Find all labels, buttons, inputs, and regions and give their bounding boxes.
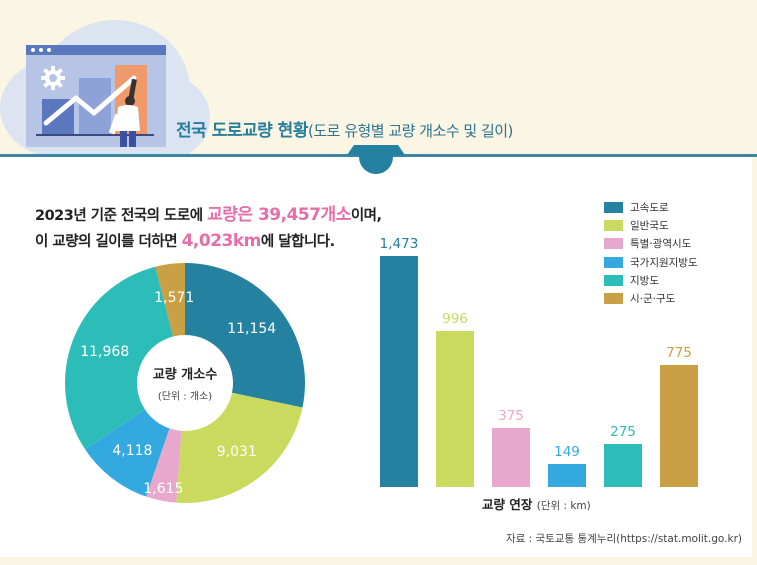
legend-swatch (604, 238, 623, 250)
bar (660, 365, 698, 487)
divider-tab-decoration (347, 145, 405, 155)
legend-label: 고속도로 (630, 201, 669, 214)
legend-label: 지방도 (630, 274, 659, 287)
donut-slice (146, 428, 182, 503)
divider-tab-decoration (359, 155, 393, 174)
legend-label: 시·군·구도 (630, 293, 676, 306)
donut-slice (155, 263, 185, 337)
bar (380, 256, 418, 487)
bar-value-label: 1,473 (379, 236, 419, 252)
donut-slice-label: 1,615 (143, 480, 184, 497)
bar (548, 463, 586, 487)
bar-value-label: 375 (498, 408, 524, 425)
summary-headline: 2023년 기준 전국의 도로에 교량은 39,457개소이며, 이 교량의 길… (35, 203, 382, 255)
bridge-count-highlight: 교량은 39,457개소 (207, 205, 351, 225)
headline-text: 이 교량의 길이를 더하면 (35, 234, 182, 250)
donut-slice-label: 11,968 (80, 344, 130, 361)
header-banner: 전국 도로교량 현황(도로 유형별 교량 개소수 및 길이) (0, 0, 757, 160)
bar (604, 443, 642, 487)
donut-slice-label: 11,154 (227, 320, 277, 337)
data-source-note: 자료 : 국토교통 통계누리(https://stat.molit.go.kr) (505, 533, 742, 545)
gear-icon (41, 66, 65, 90)
legend-item: 고속도로 (604, 198, 698, 216)
donut-slice (185, 263, 305, 408)
window-titlebar-graphic (26, 45, 166, 55)
headline-text: 이며, (350, 208, 382, 224)
page-title: 전국 도로교량 현황(도로 유형별 교량 개소수 및 길이) (176, 116, 513, 141)
legend-label: 국가지원지방도 (630, 256, 698, 269)
chart-illustration (26, 45, 166, 147)
legend-item: 특별·광역시도 (604, 235, 698, 253)
donut-slice (176, 392, 303, 503)
title-main: 전국 도로교량 현황 (176, 121, 308, 141)
bar (492, 428, 530, 487)
legend-swatch (604, 293, 623, 305)
legend-swatch (604, 219, 623, 231)
legend-item: 일반국도 (604, 216, 698, 234)
person-figure (108, 79, 140, 147)
bridge-count-donut-chart (65, 263, 305, 503)
legend-swatch (604, 201, 623, 213)
bar-value-label: 149 (554, 443, 580, 460)
legend-item: 지방도 (604, 271, 698, 289)
bar-axis-label: 교량 연장 (482, 497, 533, 512)
bar (436, 330, 474, 487)
donut-title: 교량 개소수 (152, 367, 218, 383)
legend-swatch (604, 274, 623, 286)
headline-text: 2023년 기준 전국의 도로에 (35, 208, 208, 224)
headline-text: 에 달합니다. (260, 234, 335, 250)
donut-slice-label: 4,118 (112, 443, 153, 460)
legend-label: 일반국도 (630, 219, 669, 232)
title-subtitle: (도로 유형별 교량 개소수 및 길이) (307, 122, 513, 140)
bar-axis-title: 교량 연장 (단위 : km) (482, 494, 591, 513)
legend-label: 특별·광역시도 (630, 238, 692, 251)
legend-item: 시·군·구도 (604, 289, 698, 307)
bar-value-label: 275 (610, 423, 636, 440)
donut-slice-label: 1,571 (154, 289, 195, 306)
donut-slice (65, 266, 174, 450)
legend-swatch (604, 256, 623, 268)
bar-value-label: 775 (666, 345, 692, 362)
donut-center-label: 교량 개소수 (단위 : 개소) (153, 364, 217, 403)
donut-unit: (단위 : 개소) (157, 391, 213, 403)
bridge-length-highlight: 4,023km (181, 231, 262, 251)
donut-slice-label: 9,031 (216, 443, 257, 460)
bar-value-label: 996 (442, 310, 468, 327)
donut-slice (84, 409, 170, 497)
bar-axis-unit: (단위 : km) (536, 500, 591, 512)
legend-item: 국가지원지방도 (604, 253, 698, 271)
